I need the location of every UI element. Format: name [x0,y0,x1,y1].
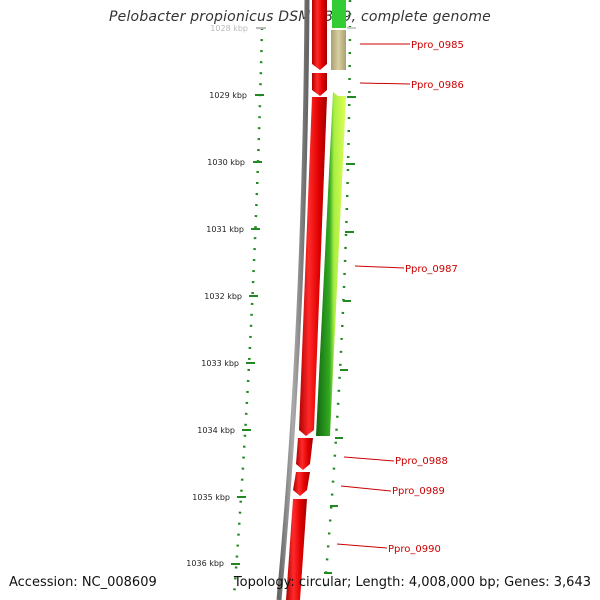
forward-genes [286,0,327,600]
gene-labels: Ppro_0985 Ppro_0986 Ppro_0987 Ppro_0988 … [388,40,464,555]
gene-ppro-0987-green-shape [316,92,346,436]
accession-text: Accession: NC_008609 [9,575,157,590]
tan-feature [331,30,346,70]
genome-backbone [276,0,310,600]
kbp-label: 1034 kbp [197,426,235,435]
kbp-label: 1028 kbp [210,24,248,33]
gene-label-ppro-0985[interactable]: Ppro_0985 [411,40,464,51]
kbp-label: 1029 kbp [209,91,247,100]
gene-label-ppro-0987[interactable]: Ppro_0987 [405,264,458,275]
scale-ring-dots [232,27,264,597]
gene-label-ppro-0990[interactable]: Ppro_0990 [388,544,441,555]
kbp-ticks [231,27,266,565]
kbp-labels: 1028 kbp 1029 kbp 1030 kbp 1031 kbp 1032… [186,24,248,568]
gene-ppro-0987-red-shape [299,97,327,436]
kbp-label: 1036 kbp [186,559,224,568]
kbp-label: 1033 kbp [201,359,239,368]
gene-ppro-0985-shape [312,0,327,70]
map-title: Pelobacter propionicus DSM 2379, complet… [109,9,491,25]
outer-ticks [324,27,356,574]
genome-summary-text: Topology: circular; Length: 4,008,000 bp… [233,575,591,590]
kbp-label: 1031 kbp [206,225,244,234]
gene-ppro-0986-shape [312,73,327,96]
kbp-label: 1035 kbp [192,493,230,502]
gene-label-ppro-0989[interactable]: Ppro_0989 [392,486,445,497]
outer-ring-dots [322,0,352,597]
green-top-feature [332,0,346,28]
kbp-label: 1030 kbp [207,158,245,167]
kbp-label: 1032 kbp [204,292,242,301]
gene-label-ppro-0986[interactable]: Ppro_0986 [411,80,464,91]
gene-ppro-0990-shape [286,499,307,600]
gene-leader-lines [336,43,411,549]
gene-ppro-0988-shape [296,438,313,470]
gene-label-ppro-0988[interactable]: Ppro_0988 [395,456,448,467]
gene-ppro-0989-shape [293,472,310,496]
